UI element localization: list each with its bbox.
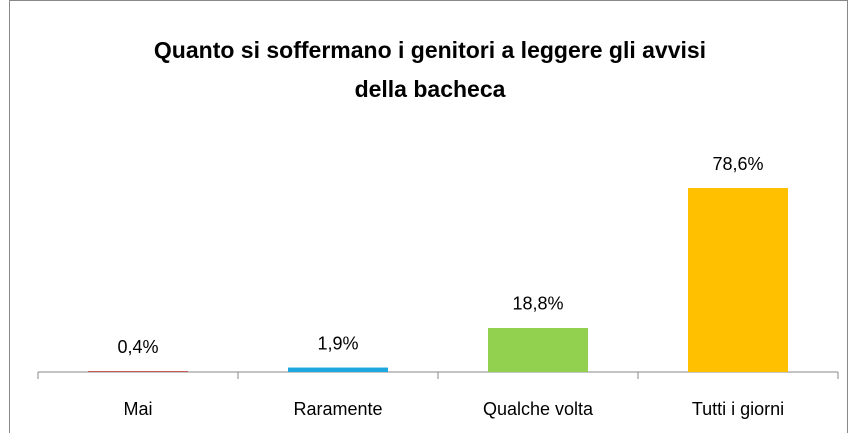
x-tick-label: Qualche volta: [483, 399, 594, 419]
data-label: 1,9%: [317, 333, 358, 353]
bar: [688, 188, 788, 372]
bar: [88, 371, 188, 372]
x-tick-label: Tutti i giorni: [692, 399, 784, 419]
data-label: 18,8%: [512, 294, 563, 314]
x-tick-label: Raramente: [293, 399, 382, 419]
x-tick-label: Mai: [123, 399, 152, 419]
data-label: 78,6%: [712, 154, 763, 174]
chart-title: della bacheca: [355, 76, 506, 102]
chart-frame: [9, 0, 848, 433]
bar: [488, 327, 588, 372]
chart-title: Quanto si soffermano i genitori a legger…: [154, 37, 706, 63]
data-label: 0,4%: [117, 337, 158, 357]
bar: [288, 367, 388, 372]
